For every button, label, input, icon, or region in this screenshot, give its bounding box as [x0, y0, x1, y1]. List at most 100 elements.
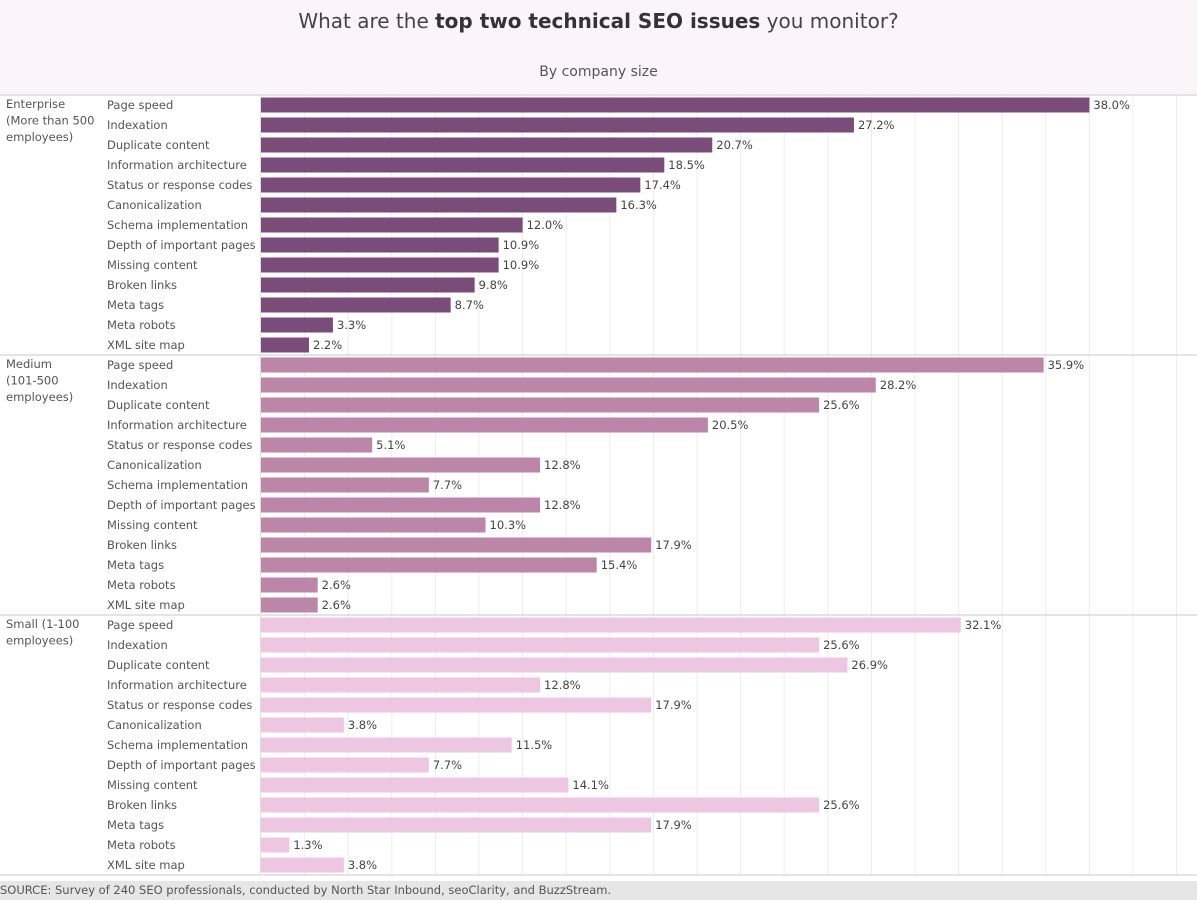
value-label: 28.2%: [880, 378, 917, 392]
group-label: (More than 500: [6, 114, 94, 128]
category-label-depth-of-important-pages: Depth of important pages: [107, 498, 256, 512]
bar-broken-links: [261, 537, 652, 553]
category-label-xml-site-map: XML site map: [107, 598, 185, 612]
bar-depth-of-important-pages: [261, 757, 429, 773]
bar-meta-robots: [261, 317, 333, 333]
category-label-meta-tags: Meta tags: [107, 818, 164, 832]
bar-xml-site-map: [261, 597, 318, 613]
category-label-xml-site-map: XML site map: [107, 858, 185, 872]
category-label-status-or-response-codes: Status or response codes: [107, 698, 252, 712]
category-label-duplicate-content: Duplicate content: [107, 398, 210, 412]
group-label: Small (1-100: [6, 617, 80, 631]
group-label: Medium: [6, 357, 52, 371]
value-label: 2.6%: [322, 578, 351, 592]
value-label: 11.5%: [516, 738, 553, 752]
bar-schema-implementation: [261, 737, 512, 753]
value-label: 10.9%: [503, 238, 540, 252]
category-label-indexation: Indexation: [107, 118, 168, 132]
category-label-indexation: Indexation: [107, 638, 168, 652]
category-label-duplicate-content: Duplicate content: [107, 658, 210, 672]
bar-schema-implementation: [261, 217, 523, 233]
bar-schema-implementation: [261, 477, 429, 493]
category-label-missing-content: Missing content: [107, 258, 198, 272]
title-suffix: you monitor?: [760, 9, 899, 33]
source-note: SOURCE: Survey of 240 SEO professionals,…: [0, 883, 612, 897]
category-label-broken-links: Broken links: [107, 538, 177, 552]
bar-canonicalization: [261, 197, 617, 213]
value-label: 17.9%: [655, 538, 692, 552]
bar-page-speed: [261, 97, 1090, 113]
bar-missing-content: [261, 257, 499, 273]
category-label-depth-of-important-pages: Depth of important pages: [107, 758, 256, 772]
group-label: employees): [6, 634, 73, 648]
bar-page-speed: [261, 617, 961, 633]
category-label-page-speed: Page speed: [107, 98, 173, 112]
bar-information-architecture: [261, 417, 708, 433]
value-label: 12.8%: [544, 678, 581, 692]
category-label-schema-implementation: Schema implementation: [107, 478, 248, 492]
value-label: 18.5%: [668, 158, 705, 172]
bar-duplicate-content: [261, 137, 713, 153]
value-label: 3.8%: [348, 858, 377, 872]
bar-indexation: [261, 637, 820, 653]
value-label: 17.9%: [655, 698, 692, 712]
value-label: 26.9%: [851, 658, 888, 672]
category-label-status-or-response-codes: Status or response codes: [107, 178, 252, 192]
category-label-indexation: Indexation: [107, 378, 168, 392]
chart-subtitle: By company size: [539, 64, 658, 80]
value-label: 27.2%: [858, 118, 895, 132]
bar-meta-tags: [261, 557, 597, 573]
bar-depth-of-important-pages: [261, 237, 499, 253]
value-label: 17.4%: [644, 178, 681, 192]
bar-indexation: [261, 117, 854, 133]
category-label-page-speed: Page speed: [107, 358, 173, 372]
bar-meta-robots: [261, 837, 290, 853]
bar-page-speed: [261, 357, 1044, 373]
category-label-meta-robots: Meta robots: [107, 578, 176, 592]
value-label: 20.7%: [716, 138, 753, 152]
bar-meta-tags: [261, 297, 451, 313]
title-emphasis: top two technical SEO issues: [435, 9, 761, 33]
bar-duplicate-content: [261, 657, 848, 673]
value-label: 20.5%: [712, 418, 749, 432]
value-label: 15.4%: [601, 558, 638, 572]
bar-missing-content: [261, 777, 569, 793]
value-label: 32.1%: [965, 618, 1002, 632]
value-label: 14.1%: [572, 778, 609, 792]
category-label-meta-robots: Meta robots: [107, 318, 176, 332]
bar-information-architecture: [261, 677, 541, 693]
value-label: 12.8%: [544, 458, 581, 472]
category-label-canonicalization: Canonicalization: [107, 718, 202, 732]
chart-title: What are the top two technical SEO issue…: [0, 8, 1197, 34]
group-label: employees): [6, 390, 73, 404]
category-label-status-or-response-codes: Status or response codes: [107, 438, 252, 452]
bar-xml-site-map: [261, 337, 309, 353]
group-label: employees): [6, 130, 73, 144]
category-label-broken-links: Broken links: [107, 798, 177, 812]
value-label: 10.3%: [490, 518, 527, 532]
value-label: 25.6%: [823, 638, 860, 652]
value-label: 16.3%: [620, 198, 657, 212]
group-label: Enterprise: [6, 97, 65, 111]
value-label: 17.9%: [655, 818, 692, 832]
value-label: 5.1%: [376, 438, 405, 452]
bar-canonicalization: [261, 457, 541, 473]
category-label-canonicalization: Canonicalization: [107, 458, 202, 472]
category-label-page-speed: Page speed: [107, 618, 173, 632]
value-label: 3.3%: [337, 318, 366, 332]
value-label: 25.6%: [823, 798, 860, 812]
bar-broken-links: [261, 277, 475, 293]
value-label: 35.9%: [1048, 358, 1085, 372]
category-label-broken-links: Broken links: [107, 278, 177, 292]
bar-status-or-response-codes: [261, 437, 373, 453]
bar-status-or-response-codes: [261, 177, 641, 193]
category-label-xml-site-map: XML site map: [107, 338, 185, 352]
value-label: 7.7%: [433, 478, 462, 492]
value-label: 12.8%: [544, 498, 581, 512]
bar-information-architecture: [261, 157, 665, 173]
value-label: 7.7%: [433, 758, 462, 772]
bar-duplicate-content: [261, 397, 820, 413]
value-label: 1.3%: [293, 838, 322, 852]
title-prefix: What are the: [298, 9, 436, 33]
category-label-meta-tags: Meta tags: [107, 558, 164, 572]
